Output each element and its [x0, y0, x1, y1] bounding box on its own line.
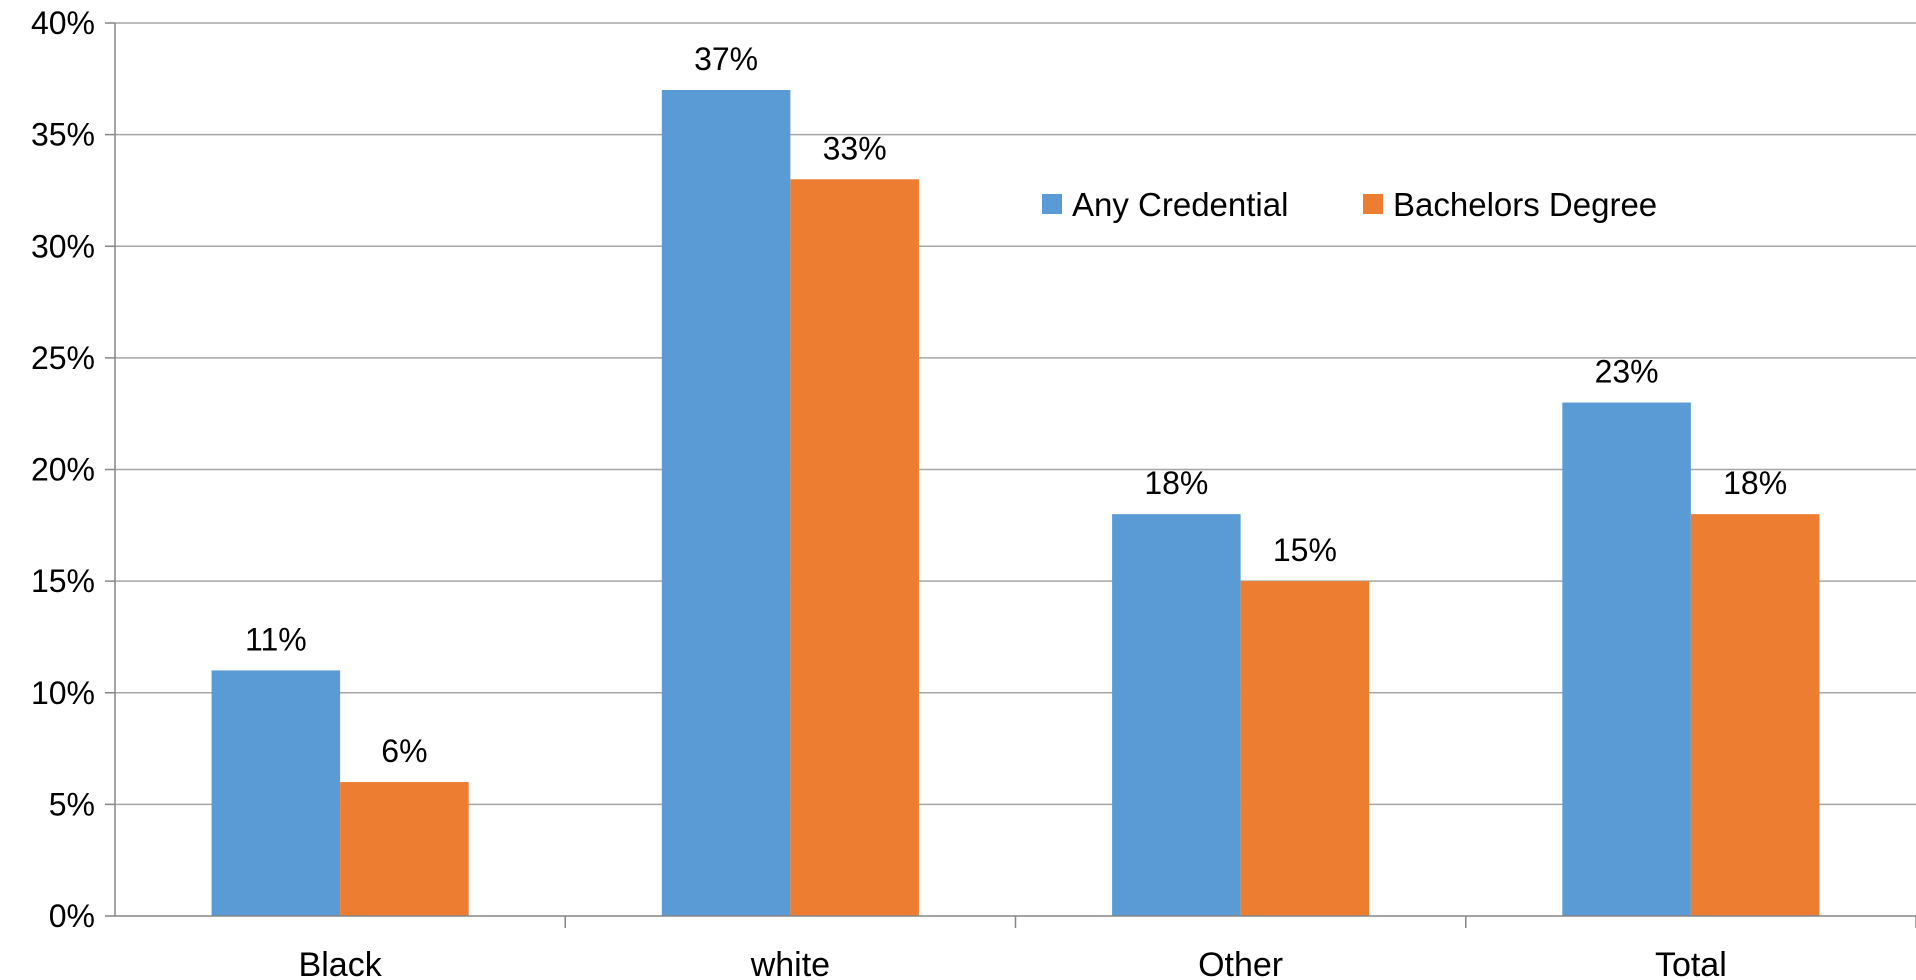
data-label: 18% — [1144, 465, 1208, 501]
data-label: 11% — [245, 621, 307, 657]
y-tick-label: 0% — [49, 898, 95, 934]
y-tick-label: 40% — [31, 5, 95, 41]
x-category-label: white — [750, 946, 830, 980]
y-tick-label: 25% — [31, 340, 95, 376]
y-tick-label: 5% — [49, 786, 95, 822]
y-tick-label: 30% — [31, 228, 95, 264]
x-category-label: Other — [1198, 946, 1283, 980]
bar-bachelors-degree-total — [1690, 514, 1820, 916]
data-label: 37% — [694, 41, 758, 77]
y-tick-label: 10% — [31, 675, 95, 711]
bar-any-credential-total — [1562, 402, 1691, 916]
bar-any-credential-black — [211, 670, 341, 916]
data-label: 6% — [381, 733, 427, 769]
data-label: 23% — [1595, 354, 1659, 390]
data-label: 18% — [1723, 465, 1787, 501]
legend-label-bachelors-degree: Bachelors Degree — [1393, 186, 1657, 223]
axes: 0% 5% 10% 15% 20% 25% 30% 35% 40% Black white Other… — [31, 5, 1916, 980]
data-labels: 11% 6% 37% 33% 18% 15% 23% 18% — [245, 41, 1787, 769]
gridlines — [115, 22, 1916, 806]
legend: Any Credential Bachelors Degree — [1042, 186, 1657, 223]
bar-bachelors-degree-other — [1240, 581, 1370, 916]
bar-bachelors-degree-black — [340, 782, 469, 916]
y-tick-label: 35% — [31, 117, 95, 153]
legend-label-any-credential: Any Credential — [1072, 186, 1288, 223]
data-label: 15% — [1273, 532, 1337, 568]
legend-swatch-any-credential — [1042, 194, 1062, 214]
bars — [211, 89, 1820, 917]
x-category-label: Total — [1655, 946, 1727, 980]
bar-any-credential-white — [661, 89, 791, 917]
data-label: 33% — [823, 130, 887, 166]
legend-swatch-bachelors-degree — [1363, 194, 1383, 214]
y-tick-label: 20% — [31, 452, 95, 488]
bar-bachelors-degree-white — [790, 179, 919, 916]
bar-any-credential-other — [1112, 514, 1241, 916]
x-category-label: Black — [299, 946, 383, 980]
y-tick-label: 15% — [31, 563, 95, 599]
